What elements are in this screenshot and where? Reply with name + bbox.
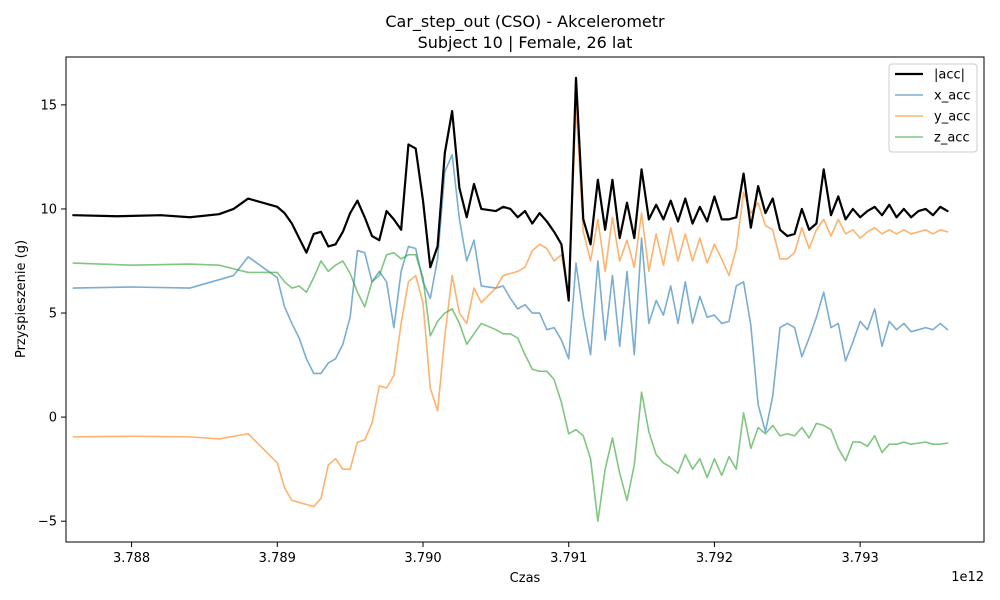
legend-label: y_acc	[934, 110, 970, 125]
series-group	[72, 76, 949, 522]
y-tick-label: 5	[49, 307, 57, 322]
chart-title: Car_step_out (CSO) - Akcelerometr	[385, 12, 665, 32]
series-line-yacc	[72, 104, 949, 508]
y-tick-label: 10	[40, 202, 57, 217]
x-tick-label: 3.792	[696, 551, 733, 566]
y-axis-label: Przyspieszenie (g)	[14, 240, 29, 358]
legend-box	[888, 63, 978, 153]
series-line-zacc	[72, 251, 949, 522]
legend-label: |acc|	[934, 68, 965, 83]
series-line-xacc	[72, 154, 949, 433]
series-line-acc	[72, 76, 949, 302]
chart-subtitle: Subject 10 | Female, 26 lat	[418, 33, 633, 52]
x-tick-label: 3.793	[842, 551, 879, 566]
legend-label: z_acc	[934, 131, 970, 146]
y-tick-label: −5	[38, 515, 57, 530]
x-tick-label: 3.788	[113, 551, 150, 566]
y-tick-label: 15	[40, 98, 57, 113]
plot-frame	[65, 56, 985, 543]
x-tick-label: 3.791	[550, 551, 587, 566]
plot-area	[72, 76, 949, 522]
y-tick-label: 0	[49, 411, 57, 426]
x-axis-label: Czas	[510, 571, 541, 586]
legend-label: x_acc	[934, 89, 970, 104]
legend: |acc| x_acc y_acc z_acc	[888, 63, 978, 153]
x-axis: 3.788 3.789 3.790 3.791 3.792 3.793	[113, 542, 879, 566]
x-tick-label: 3.790	[404, 551, 441, 566]
x-tick-label: 3.789	[259, 551, 296, 566]
x-axis-offset-label: 1e12	[951, 570, 984, 585]
y-axis: −5 0 5 10 15	[38, 98, 66, 530]
